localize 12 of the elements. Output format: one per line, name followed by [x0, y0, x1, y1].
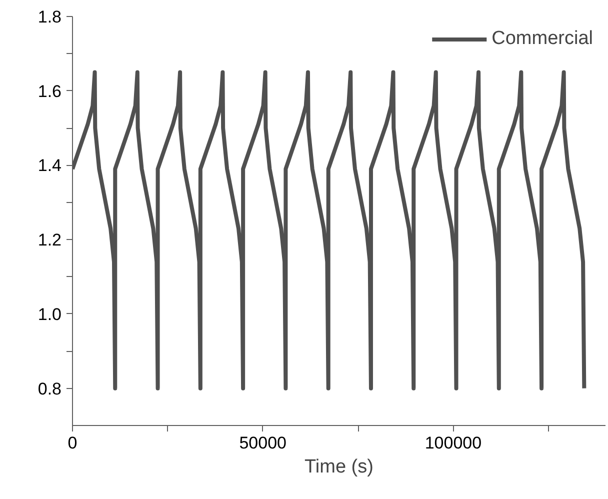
y-tick-label: 1.6: [38, 82, 62, 101]
line-series: [72, 70, 586, 390]
y-tick-label: 1.2: [38, 230, 62, 250]
x-axis-title: Time (s): [304, 456, 374, 478]
x-tick-label: 100000: [424, 434, 482, 452]
y-tick-label: 1.0: [38, 304, 62, 324]
x-tick-label: 0: [68, 434, 78, 452]
y-tick-label: 0.8: [38, 379, 62, 398]
legend-label: Commercial: [492, 28, 593, 50]
y-tick-label: 1.4: [38, 156, 62, 176]
y-tick-label: 1.8: [38, 8, 62, 26]
x-tick-label: 50000: [239, 434, 286, 452]
